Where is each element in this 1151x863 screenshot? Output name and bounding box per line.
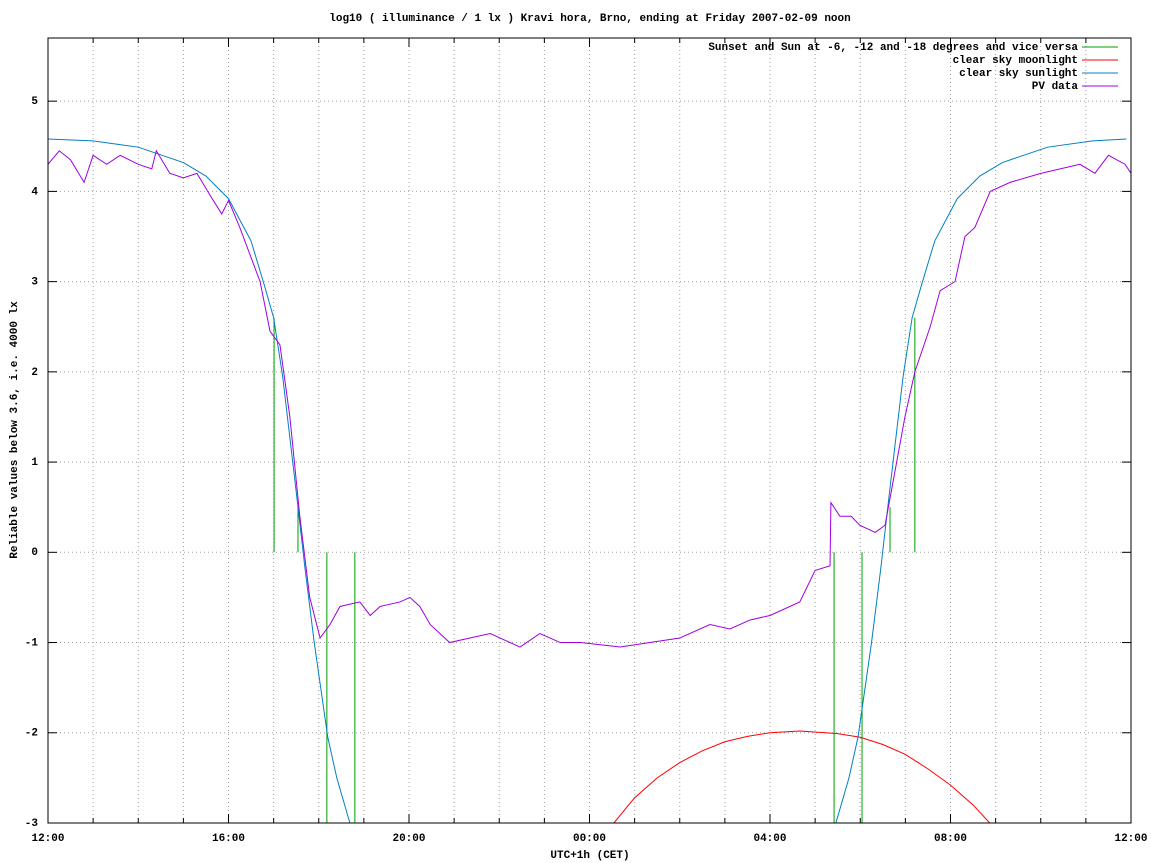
- x-tick-label: 12:00: [1114, 833, 1147, 845]
- legend-label: PV data: [1032, 81, 1079, 93]
- y-axis-label: Reliable values below 3.6, i.e. 4000 lx: [9, 301, 21, 559]
- y-tick-label: -3: [25, 818, 39, 830]
- x-tick-label: 00:00: [573, 833, 606, 845]
- legend-label: Sunset and Sun at -6, -12 and -18 degree…: [708, 42, 1078, 54]
- y-tick-label: 0: [31, 547, 38, 559]
- x-tick-label: 12:00: [31, 833, 64, 845]
- data-line: [48, 149, 1131, 648]
- x-tick-label: 20:00: [392, 833, 425, 845]
- y-tick-label: 1: [31, 457, 38, 469]
- y-tick-label: 4: [31, 186, 38, 198]
- chart-title: log10 ( illuminance / 1 lx ) Kravi hora,…: [329, 13, 851, 25]
- data-line: [48, 138, 1127, 823]
- legend-label: clear sky moonlight: [953, 55, 1078, 67]
- y-tick-label: 2: [31, 367, 38, 379]
- x-axis-label: UTC+1h (CET): [550, 850, 629, 862]
- legend-label: clear sky sunlight: [959, 68, 1078, 80]
- x-tick-label: 04:00: [753, 833, 786, 845]
- y-tick-label: -2: [25, 728, 38, 740]
- y-tick-label: 3: [31, 277, 38, 289]
- plot-border: [47, 37, 1132, 824]
- data-line: [613, 730, 991, 823]
- y-tick-label: 5: [31, 96, 38, 108]
- data-line: [273, 317, 916, 823]
- x-tick-label: 08:00: [934, 833, 967, 845]
- x-tick-label: 16:00: [212, 833, 245, 845]
- y-tick-label: -1: [25, 637, 39, 649]
